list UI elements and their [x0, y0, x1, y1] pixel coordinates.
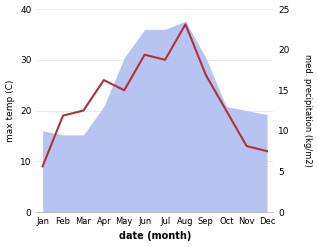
Y-axis label: max temp (C): max temp (C) — [5, 79, 15, 142]
X-axis label: date (month): date (month) — [119, 231, 191, 242]
Y-axis label: med. precipitation (kg/m2): med. precipitation (kg/m2) — [303, 54, 313, 167]
